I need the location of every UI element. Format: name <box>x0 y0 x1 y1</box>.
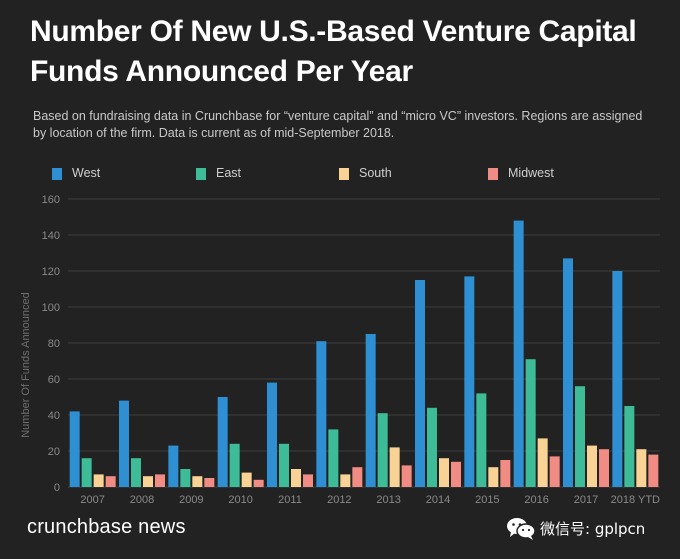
bar-west-2014 <box>415 280 425 487</box>
bar-midwest-2011 <box>303 474 313 487</box>
x-tick-label: 2011 <box>278 494 302 506</box>
y-tick-label: 40 <box>48 410 60 422</box>
bar-south-2012 <box>340 474 351 487</box>
x-tick-label: 2018 YTD <box>611 494 660 506</box>
x-tick-label: 2016 <box>524 494 548 506</box>
y-tick-label: 160 <box>42 194 60 206</box>
legend-label-west: West <box>72 166 101 180</box>
bar-west-2010 <box>217 397 228 487</box>
bar-east-2014 <box>427 407 437 487</box>
legend-swatch-east <box>196 168 206 180</box>
y-tick-label: 20 <box>48 446 60 458</box>
bar-south-2007 <box>93 474 104 487</box>
bar-midwest-2016 <box>549 456 560 487</box>
x-tick-label: 2015 <box>475 494 499 506</box>
bar-west-2011 <box>267 382 277 487</box>
bar-west-2007 <box>69 411 80 487</box>
brand-logo: crunchbase news <box>27 516 186 538</box>
bar-south-2015 <box>488 467 499 487</box>
bar-south-2018-ytd <box>636 449 647 487</box>
chart-legend: West East South Midwest <box>0 165 680 183</box>
bar-midwest-2010 <box>253 479 264 487</box>
bar-midwest-2018-ytd <box>648 454 659 487</box>
bar-west-2012 <box>316 341 327 487</box>
bar-south-2016 <box>537 438 548 487</box>
x-tick-label: 2010 <box>228 494 252 506</box>
bar-south-2013 <box>389 447 400 487</box>
bar-south-2008 <box>143 476 153 487</box>
bar-east-2011 <box>279 443 289 487</box>
chart-title: Number Of New U.S.-Based Venture Capital… <box>30 15 637 88</box>
x-tick-label: 2013 <box>376 494 400 506</box>
chart-subtitle: Based on fundraising data in Crunchbase … <box>33 109 643 140</box>
bar-midwest-2012 <box>352 467 363 487</box>
y-tick-label: 60 <box>48 374 60 386</box>
x-tick-label: 2007 <box>80 494 104 506</box>
legend-swatch-west <box>52 168 62 180</box>
bar-south-2014 <box>439 458 449 487</box>
bar-midwest-2008 <box>155 474 165 487</box>
wechat-id: 微信号: gplpcn <box>540 520 646 538</box>
bar-east-2012 <box>328 429 339 487</box>
bar-west-2008 <box>119 400 129 487</box>
x-tick-label: 2008 <box>130 494 154 506</box>
y-tick-label: 120 <box>42 266 60 278</box>
bar-west-2018-ytd <box>612 271 623 487</box>
bar-midwest-2009 <box>204 478 215 487</box>
bar-east-2010 <box>229 443 240 487</box>
y-axis-title: Number Of Funds Announced <box>20 292 32 438</box>
y-tick-label: 80 <box>48 338 60 350</box>
bar-midwest-2007 <box>105 476 116 487</box>
x-tick-label: 2012 <box>327 494 351 506</box>
bar-east-2007 <box>81 458 92 487</box>
bar-west-2016 <box>513 220 524 487</box>
bar-east-2009 <box>180 469 191 487</box>
bar-south-2010 <box>241 472 252 487</box>
bar-east-2013 <box>377 413 388 487</box>
bar-east-2015 <box>476 393 487 487</box>
legend-label-south: South <box>359 166 392 180</box>
bar-east-2016 <box>525 359 536 487</box>
wechat-icon <box>507 518 536 540</box>
legend-label-midwest: Midwest <box>508 166 554 180</box>
y-tick-label: 100 <box>42 302 60 314</box>
x-tick-label: 2017 <box>574 494 598 506</box>
legend-label-east: East <box>216 166 242 180</box>
bar-west-2015 <box>464 276 475 487</box>
bar-midwest-2014 <box>451 461 461 487</box>
bar-west-2017 <box>563 258 573 487</box>
bar-south-2011 <box>291 469 301 487</box>
x-tick-label: 2014 <box>426 494 450 506</box>
bar-midwest-2017 <box>599 449 609 487</box>
legend-swatch-south <box>339 168 349 180</box>
legend-swatch-midwest <box>488 168 498 180</box>
bar-east-2017 <box>575 386 585 487</box>
y-tick-label: 140 <box>42 230 60 242</box>
bar-south-2017 <box>587 445 597 487</box>
bar-midwest-2013 <box>401 465 412 487</box>
bar-south-2009 <box>192 476 203 487</box>
bar-east-2008 <box>131 458 141 487</box>
bar-midwest-2015 <box>500 460 511 487</box>
y-tick-label: 0 <box>54 482 60 494</box>
bar-east-2018-ytd <box>624 406 635 487</box>
x-tick-label: 2009 <box>179 494 203 506</box>
bar-west-2009 <box>168 445 179 487</box>
bar-west-2013 <box>365 334 376 487</box>
